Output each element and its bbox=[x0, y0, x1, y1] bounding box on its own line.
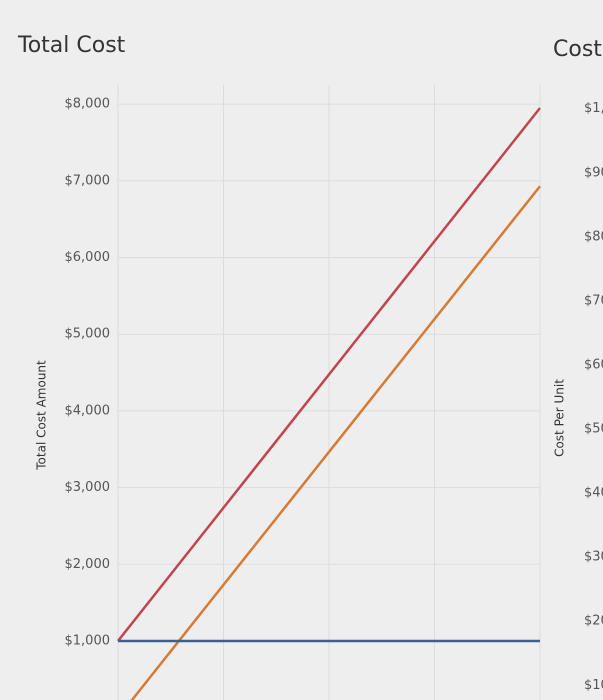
y-tick-label: $1,000 bbox=[65, 633, 111, 648]
chart-title: Total Cost bbox=[17, 33, 126, 58]
y-tick-label: $2,000 bbox=[65, 557, 111, 572]
chart-title: Cost bbox=[553, 37, 602, 62]
series-line bbox=[117, 107, 541, 642]
y-tick-label: $8,000 bbox=[65, 97, 111, 112]
y-tick-label: $300 bbox=[584, 550, 603, 565]
y-tick-label: $200 bbox=[584, 614, 603, 629]
y-tick-label: $7,000 bbox=[65, 173, 111, 188]
y-tick-label: $4,000 bbox=[65, 403, 111, 418]
series-line bbox=[130, 185, 541, 700]
y-tick-label: $400 bbox=[584, 486, 603, 501]
y-tick-label: $1,000 bbox=[584, 101, 603, 116]
y-tick-label: $6,000 bbox=[65, 250, 111, 265]
y-tick-label: $900 bbox=[584, 165, 603, 180]
y-tick-label: $100 bbox=[584, 678, 603, 693]
y-tick-label: $3,000 bbox=[65, 480, 111, 495]
y-tick-label: $5,000 bbox=[65, 327, 111, 342]
y-tick-label: $800 bbox=[584, 229, 603, 244]
y-axis-label: Cost Per Unit bbox=[553, 379, 567, 457]
y-tick-label: $500 bbox=[584, 422, 603, 437]
y-tick-label: $700 bbox=[584, 293, 603, 308]
y-axis-label: Total Cost Amount bbox=[35, 360, 49, 471]
y-tick-label: $600 bbox=[584, 357, 603, 372]
